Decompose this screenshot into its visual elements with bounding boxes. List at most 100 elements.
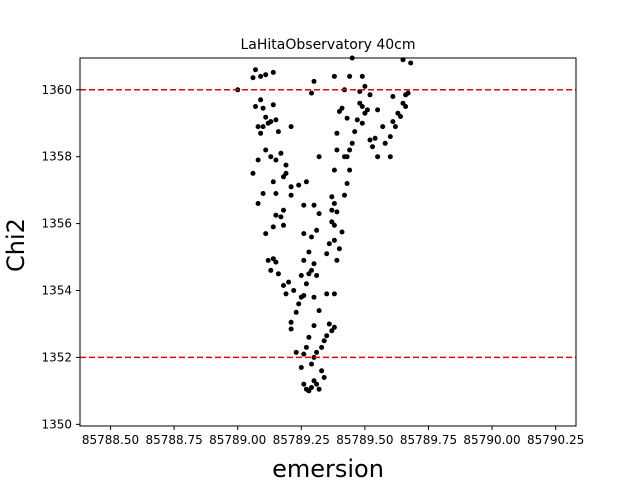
data-point-24 xyxy=(283,162,289,168)
data-point-161 xyxy=(408,60,414,66)
data-point-12 xyxy=(255,124,261,130)
data-point-138 xyxy=(382,140,388,146)
x-tick-label-2: 85789.00 xyxy=(209,433,266,447)
data-point-6 xyxy=(253,104,258,109)
data-point-87 xyxy=(309,267,314,273)
data-point-134 xyxy=(372,135,378,141)
data-point-140 xyxy=(387,134,393,140)
data-point-92 xyxy=(309,234,314,240)
data-point-30 xyxy=(288,184,294,190)
data-point-38 xyxy=(278,214,284,220)
data-point-52 xyxy=(293,309,299,315)
data-point-50 xyxy=(288,319,294,325)
data-point-108 xyxy=(311,202,317,208)
data-point-25 xyxy=(288,124,294,130)
data-point-45 xyxy=(275,271,281,277)
data-point-26 xyxy=(250,170,256,176)
data-point-98 xyxy=(334,257,340,263)
data-point-110 xyxy=(329,194,335,200)
data-point-76 xyxy=(329,328,335,334)
data-point-113 xyxy=(344,181,350,186)
data-point-106 xyxy=(331,222,337,228)
data-point-67 xyxy=(319,368,325,374)
data-point-135 xyxy=(375,154,381,160)
x-axis: 85788.50 85788.75 85789.00 85789.25 85789.50… xyxy=(82,426,584,447)
data-point-66 xyxy=(316,386,322,392)
data-point-125 xyxy=(352,129,358,135)
data-point-49 xyxy=(291,288,297,293)
data-point-157 xyxy=(311,78,317,84)
data-point-57 xyxy=(301,351,307,357)
data-point-21 xyxy=(273,157,279,163)
data-point-5 xyxy=(270,69,276,75)
data-point-131 xyxy=(364,107,370,113)
data-point-137 xyxy=(380,124,386,130)
data-point-63 xyxy=(309,385,314,390)
data-point-33 xyxy=(255,201,261,206)
data-point-13 xyxy=(258,130,264,136)
data-point-80 xyxy=(316,308,322,314)
chart-title: LaHitaObservatory 40cm xyxy=(241,37,416,53)
data-point-4 xyxy=(263,72,269,78)
data-point-152 xyxy=(367,92,373,98)
data-point-149 xyxy=(390,94,396,99)
plot-area xyxy=(80,55,576,394)
data-point-42 xyxy=(268,267,274,273)
data-point-78 xyxy=(306,334,312,340)
data-point-91 xyxy=(306,249,312,255)
data-point-109 xyxy=(303,179,309,185)
data-point-141 xyxy=(390,119,396,125)
data-point-62 xyxy=(306,388,312,394)
data-point-40 xyxy=(270,224,276,230)
data-point-119 xyxy=(349,140,355,146)
data-point-82 xyxy=(331,291,337,297)
data-point-19 xyxy=(263,147,269,153)
data-point-154 xyxy=(347,73,353,79)
data-point-48 xyxy=(286,279,292,285)
data-point-111 xyxy=(331,167,337,173)
data-point-73 xyxy=(321,338,327,344)
data-point-35 xyxy=(273,212,279,218)
data-point-22 xyxy=(278,150,284,156)
data-point-2 xyxy=(253,67,258,73)
data-point-17 xyxy=(275,129,281,135)
data-point-139 xyxy=(387,154,393,160)
data-point-132 xyxy=(367,137,373,143)
data-point-136 xyxy=(375,107,381,113)
data-point-72 xyxy=(319,344,325,350)
data-point-27 xyxy=(270,179,276,185)
y-tick-label-3: 1356 xyxy=(41,217,72,231)
data-point-9 xyxy=(263,114,269,120)
data-point-102 xyxy=(329,207,335,213)
data-point-77 xyxy=(331,324,337,330)
data-point-126 xyxy=(354,117,360,123)
data-point-101 xyxy=(316,211,322,217)
data-point-107 xyxy=(301,202,307,208)
data-point-3 xyxy=(258,73,264,79)
data-point-115 xyxy=(334,147,340,153)
data-point-31 xyxy=(296,182,302,188)
data-point-89 xyxy=(314,273,320,278)
y-tick-label-2: 1354 xyxy=(41,284,72,298)
data-point-103 xyxy=(331,201,337,206)
data-point-18 xyxy=(255,157,261,163)
x-tick-label-3: 85789.25 xyxy=(273,433,330,447)
y-tick-label-4: 1358 xyxy=(41,150,72,164)
data-point-95 xyxy=(324,251,330,257)
data-point-90 xyxy=(301,257,307,263)
x-axis-label: emersion xyxy=(272,455,384,480)
data-point-142 xyxy=(392,124,398,130)
data-point-83 xyxy=(311,294,317,300)
data-point-104 xyxy=(334,209,340,215)
data-point-158 xyxy=(309,90,314,96)
data-point-44 xyxy=(273,259,279,265)
data-point-58 xyxy=(303,344,309,350)
data-point-64 xyxy=(311,378,317,384)
data-point-34 xyxy=(260,191,266,196)
data-point-32 xyxy=(288,192,294,198)
data-point-100 xyxy=(339,229,345,235)
y-axis: 1350 1352 1354 1356 1358 1360 xyxy=(41,83,80,431)
data-point-156 xyxy=(331,73,337,79)
data-point-15 xyxy=(270,102,276,108)
x-tick-label-4: 85789.50 xyxy=(336,433,393,447)
